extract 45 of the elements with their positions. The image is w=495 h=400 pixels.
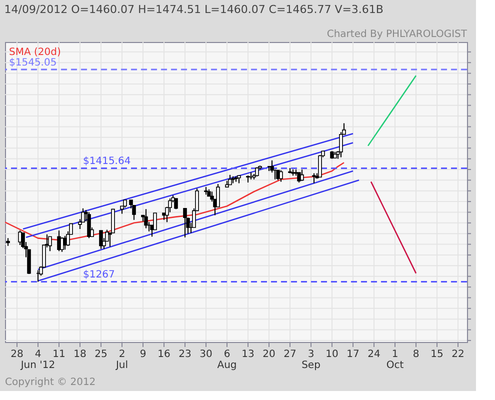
candlestick: [87, 212, 91, 239]
x-tick-label: 20: [262, 349, 276, 360]
x-tick-label: 13: [242, 349, 254, 360]
candlestick: [168, 198, 172, 213]
x-tick-label: 25: [94, 349, 108, 360]
x-tick-label: 22: [452, 349, 464, 360]
candlestick: [312, 172, 316, 184]
candlestick: [318, 154, 322, 178]
x-tick-label: 9: [140, 349, 146, 360]
x-tick-label: 11: [52, 349, 66, 360]
x-tick-label: 2 Jul: [114, 349, 128, 371]
x-tick-label: 23: [178, 349, 192, 360]
text: SMA (20d): [9, 47, 61, 58]
ref-line-label: $1415.64: [83, 156, 131, 168]
x-tick-label: 30: [200, 349, 212, 360]
candlestick: [300, 168, 304, 182]
x-tick-label: 3 Sep: [302, 349, 320, 371]
candlestick: [255, 166, 259, 177]
text: Charted By PHLYAROLOGIST: [326, 29, 468, 40]
candlestick: [48, 236, 52, 252]
candlestick: [153, 212, 157, 230]
x-tick-label: 8: [412, 349, 420, 360]
x-tick-label: 24: [368, 349, 380, 360]
ref-line-label: $1267: [83, 270, 115, 281]
x-tick-label: 15: [430, 349, 444, 360]
candlestick: [297, 172, 301, 183]
candlestick: [183, 208, 187, 238]
candlestick: [339, 132, 343, 158]
candlestick: [228, 174, 232, 186]
candlestick: [279, 170, 283, 182]
candlestick: [99, 230, 103, 250]
candlestick: [216, 183, 220, 208]
chart-title: 14/09/2012 O=1460.07 H=1474.51 L=1460.07 C=1465.77 V=3.61B: [4, 3, 384, 16]
x-tick-label: 16: [158, 349, 170, 360]
x-tick-label: 18: [74, 349, 86, 360]
x-tick-label: 1 Oct: [386, 349, 404, 371]
text: Copyright © 2012: [5, 377, 96, 388]
x-tick-label: 28: [10, 349, 24, 360]
x-tick-label: 6 Aug: [217, 349, 237, 371]
x-tick-label: 10: [326, 349, 338, 360]
x-tick-label: 27: [284, 349, 296, 360]
x-tick-label: 17: [346, 349, 360, 360]
candlestick: [144, 208, 148, 229]
ref-line-label: $1545.05: [9, 57, 57, 68]
candlestick: [111, 208, 115, 234]
